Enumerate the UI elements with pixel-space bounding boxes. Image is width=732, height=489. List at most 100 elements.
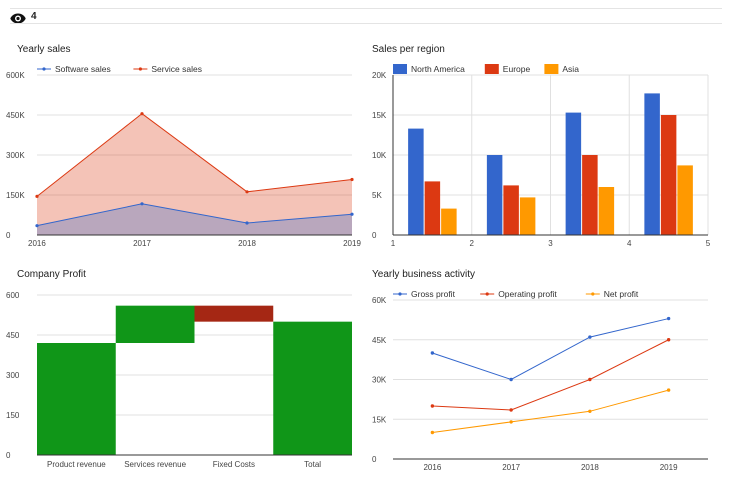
- data-point: [245, 221, 249, 225]
- bar: [424, 181, 441, 235]
- series-line: [432, 389, 669, 433]
- y-tick-label: 0: [6, 451, 11, 460]
- data-point: [430, 404, 435, 408]
- legend-marker: [485, 292, 489, 296]
- bar: [503, 185, 519, 235]
- y-tick-label: 60K: [372, 296, 387, 305]
- x-tick-label: 2017: [133, 239, 151, 248]
- y-tick-label: 450: [6, 331, 20, 340]
- legend-label: Service sales: [151, 64, 202, 74]
- x-tick-label: Fixed Costs: [213, 460, 255, 469]
- chart-title: Yearly sales: [17, 44, 71, 55]
- data-point: [140, 112, 144, 116]
- data-point: [509, 420, 513, 424]
- legend-swatch: [544, 64, 559, 74]
- x-tick-label: Product revenue: [47, 460, 106, 469]
- y-tick-label: 0: [372, 455, 377, 464]
- yearly-business-activity-plot: 0 15K 30K 45K 60K 2016 2017 2018 2019 Gross profi…: [372, 289, 708, 472]
- bar: [598, 187, 615, 235]
- y-tick-label: 300K: [6, 151, 25, 160]
- y-tick-label: 150: [6, 411, 20, 420]
- data-point: [430, 351, 435, 355]
- header-bottom-divider: [10, 23, 722, 24]
- legend-marker: [42, 67, 46, 71]
- data-point: [588, 335, 592, 339]
- y-tick-label: 600: [6, 291, 20, 300]
- y-tick-label: 0: [372, 231, 377, 240]
- data-point: [666, 388, 671, 392]
- bar: [519, 197, 536, 235]
- x-tick-label: 2019: [660, 463, 678, 472]
- y-tick-label: 10K: [372, 151, 387, 160]
- data-point: [245, 190, 249, 194]
- legend-label: Net profit: [604, 289, 639, 299]
- data-point: [588, 409, 592, 413]
- data-point: [35, 194, 39, 198]
- legend-swatch: [484, 64, 499, 74]
- bar: [660, 115, 677, 235]
- series-line-service: [36, 113, 353, 197]
- bar: [408, 128, 424, 235]
- legend-label: Europe: [503, 64, 531, 74]
- waterfall-bar: [37, 343, 116, 455]
- bar: [582, 155, 598, 235]
- bar: [486, 155, 503, 235]
- data-point: [666, 338, 671, 342]
- yearly-sales-plot: 0 150K 300K 450K 600K 2016 2017 2018 2019 Softwar…: [6, 64, 361, 248]
- series-line: [432, 339, 669, 411]
- data-point: [509, 377, 513, 382]
- legend-label: Software sales: [55, 64, 111, 74]
- legend-label: Asia: [562, 64, 579, 74]
- eye-icon: [10, 11, 26, 29]
- chart-title: Company Profit: [17, 269, 86, 280]
- y-tick-label: 5K: [372, 191, 382, 200]
- y-tick-label: 600K: [6, 71, 25, 80]
- waterfall-bar: [194, 305, 274, 322]
- bar: [441, 208, 457, 235]
- legend-swatch: [393, 64, 407, 74]
- chart-title: Sales per region: [372, 44, 445, 55]
- view-count: 4: [31, 11, 37, 22]
- legend-label: Gross profit: [411, 289, 456, 299]
- legend-marker: [138, 67, 142, 71]
- y-tick-label: 150K: [6, 191, 25, 200]
- x-tick-label: 5: [706, 239, 711, 248]
- yearly-business-activity-chart: Yearly business activity 0 15K 30K 45K 60K 20…: [366, 265, 732, 484]
- x-tick-label: Services revenue: [124, 460, 186, 469]
- x-tick-label: 1: [391, 239, 396, 248]
- y-tick-label: 20K: [372, 71, 387, 80]
- bar: [565, 112, 582, 235]
- x-tick-label: 3: [548, 239, 553, 248]
- y-tick-label: 0: [6, 231, 11, 240]
- area-software: [37, 203, 352, 235]
- y-tick-label: 300: [6, 371, 20, 380]
- x-tick-label: 2018: [238, 239, 256, 248]
- x-tick-label: 2018: [581, 463, 599, 472]
- legend-label: Operating profit: [498, 289, 557, 299]
- x-tick-label: 2016: [28, 239, 46, 248]
- series-line: [432, 318, 669, 381]
- y-tick-label: 450K: [6, 111, 25, 120]
- sales-per-region-plot: 0 5K 10K 15K 20K 1 2 3 4 5 North America Europe Asia: [372, 64, 711, 248]
- bar: [677, 165, 693, 235]
- legend-label: North America: [411, 64, 465, 74]
- header-top-divider: [10, 8, 722, 9]
- y-tick-label: 15K: [372, 415, 387, 424]
- legend-marker: [398, 292, 402, 296]
- y-tick-label: 45K: [372, 336, 387, 345]
- data-point: [140, 202, 144, 206]
- company-profit-chart: Company Profit 0 150 300 450 600 Product reve…: [0, 265, 366, 484]
- sales-per-region-chart: Sales per region 0 5K 10K 15K 20K 1 2 3 4 5 North …: [366, 40, 732, 250]
- x-tick-label: Total: [304, 460, 321, 469]
- x-tick-label: 2016: [423, 463, 441, 472]
- series-line-software: [36, 203, 353, 227]
- x-tick-label: 2017: [502, 463, 520, 472]
- x-tick-label: 2: [470, 239, 475, 248]
- waterfall-bar: [273, 321, 352, 455]
- x-tick-label: 4: [627, 239, 632, 248]
- data-point: [666, 316, 671, 321]
- data-point: [588, 377, 592, 382]
- data-point: [350, 177, 354, 182]
- area-service: [37, 113, 352, 235]
- yearly-sales-chart: Yearly sales 0 150K 300K 450K 600K 2016 2017 20…: [0, 40, 366, 250]
